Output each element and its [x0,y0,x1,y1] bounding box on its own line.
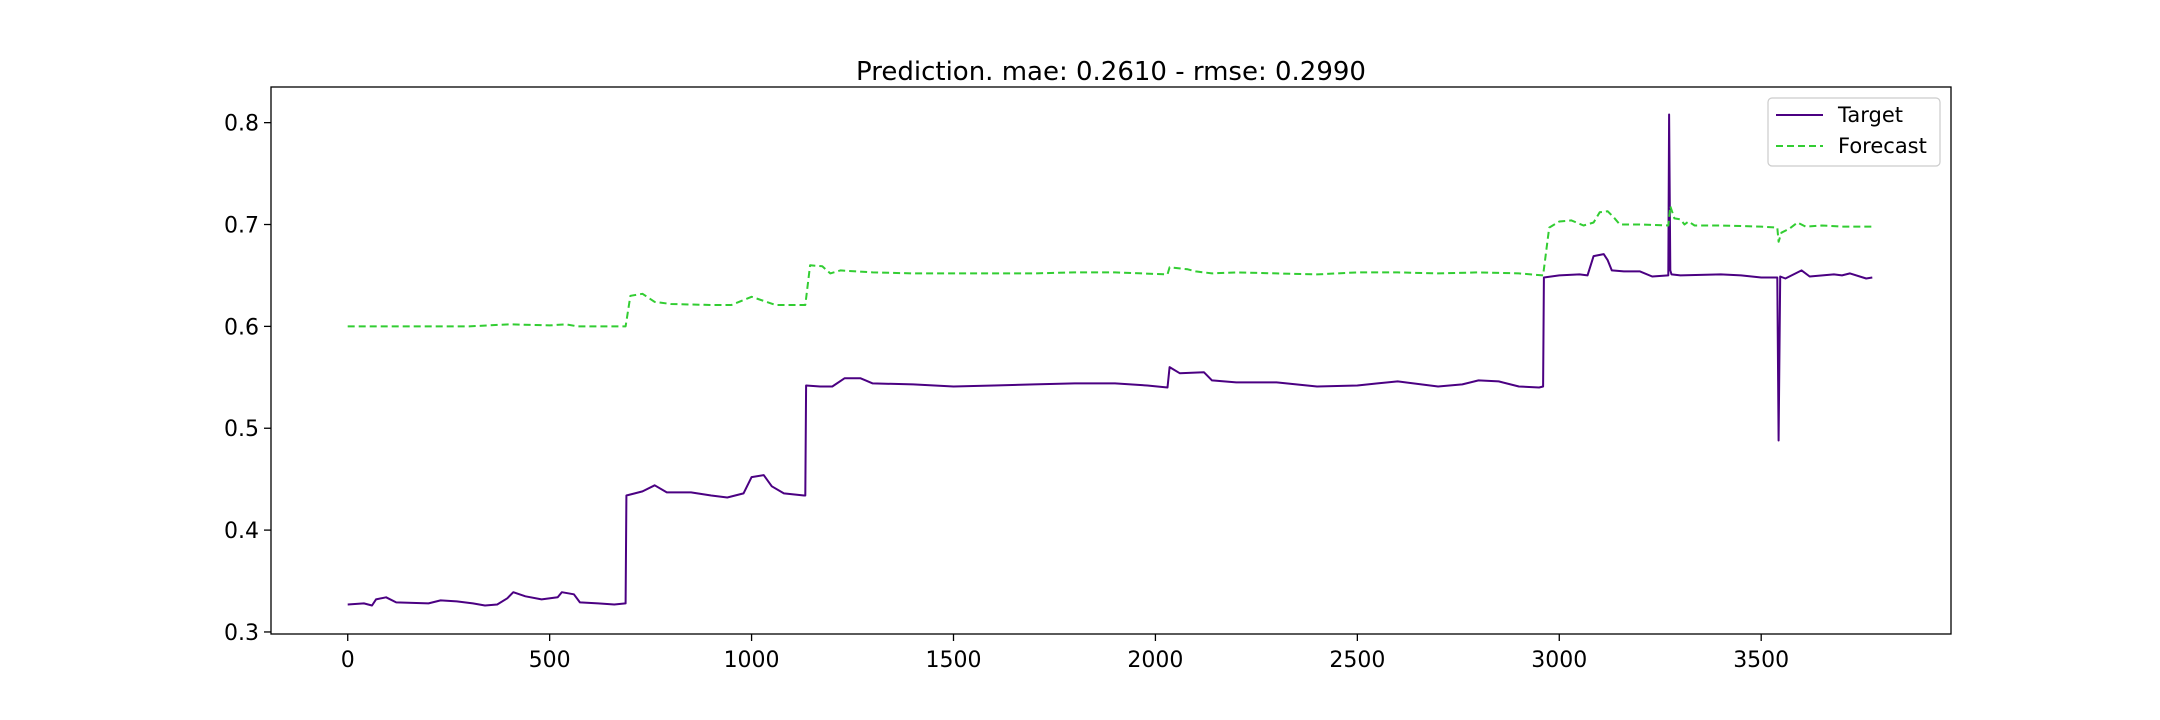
x-tick-label: 0 [341,648,355,673]
chart-title: Prediction. mae: 0.2610 - rmse: 0.2990 [856,57,1366,87]
x-tick-label: 3500 [1733,648,1789,673]
x-tick-label: 3000 [1531,648,1587,673]
y-tick-label: 0.4 [224,519,259,544]
y-tick-label: 0.5 [224,417,259,442]
legend-label-target: Target [1837,103,1903,127]
x-tick-label: 2000 [1127,648,1183,673]
y-tick-label: 0.7 [224,214,259,239]
x-axis: 0 500 1000 1500 2000 2500 3000 3500 [341,634,1789,673]
y-tick-label: 0.8 [224,112,259,137]
y-tick-label: 0.3 [224,621,259,646]
legend: Target Forecast [1767,97,1941,167]
x-tick-label: 1000 [724,648,780,673]
legend-label-forecast: Forecast [1838,134,1927,158]
series-line-target [347,113,1873,607]
series-layer [347,113,1873,607]
series-line-forecast [347,205,1873,328]
x-tick-label: 1500 [926,648,982,673]
x-tick-label: 500 [529,648,571,673]
plot-area [270,86,1952,635]
x-tick-label: 2500 [1329,648,1385,673]
y-tick-label: 0.6 [224,315,259,340]
y-axis: 0.3 0.4 0.5 0.6 0.7 0.8 [224,112,271,646]
